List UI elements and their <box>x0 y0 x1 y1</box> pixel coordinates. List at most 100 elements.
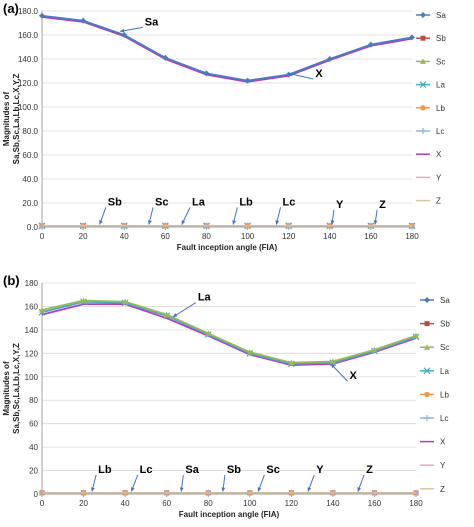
annotation-label: Z <box>366 464 373 476</box>
data-point-sc <box>163 311 170 318</box>
x-tick-labels: 0 20 40 60 80 100 120 140 160 180 <box>40 227 419 241</box>
annotation-label: La <box>198 292 212 304</box>
x-tick-labels: 0 20 40 60 80 100 120 140 160 180 <box>40 494 423 508</box>
annotation-label: X <box>350 370 358 382</box>
legend-label-la: La <box>436 81 445 90</box>
legend-marker-sa <box>424 297 430 303</box>
x-tick-label: 40 <box>121 499 130 508</box>
legend-label-lc: Lc <box>436 127 444 136</box>
legend: Sa Sb Sc La Lb Lc X Y Z <box>416 11 446 206</box>
data-point-sc <box>39 306 45 313</box>
series-sc <box>39 297 419 366</box>
y-tick-label: 120 <box>25 349 39 358</box>
legend-label-z: Z <box>440 485 445 494</box>
data-point-sa <box>409 34 415 41</box>
y-tick-label: 140.0 <box>18 55 39 64</box>
data-point-sc <box>246 349 253 355</box>
legend-label-sc: Sc <box>436 57 445 66</box>
annotation-label: Lb <box>239 196 253 208</box>
annotation-arrowhead <box>179 487 184 492</box>
chart-panel-a: (a) 0.0 20.0 40.0 60.0 80.0 100.0 120.0 140.0 160… <box>2 1 446 252</box>
x-tick-label: 100 <box>243 499 257 508</box>
series-la <box>38 298 420 368</box>
y-tick-label: 100.0 <box>18 103 39 112</box>
data-point-sa <box>326 56 333 62</box>
x-tick-label: 60 <box>161 232 170 241</box>
annotation-arrowhead <box>147 220 152 225</box>
legend-label-sa: Sa <box>436 11 446 20</box>
annotations: Sa X Sb Sc La Lb Lc Y Z <box>99 16 386 225</box>
data-point-sa <box>367 41 374 48</box>
annotation-label: Lc <box>140 464 153 476</box>
x-axis-label: Fault inception angle (FIA) <box>179 510 280 519</box>
annotation-arrowhead <box>307 487 312 492</box>
data-point-sa <box>244 77 251 84</box>
y-tick-label: 60.0 <box>22 151 38 160</box>
series-line-sa <box>41 14 413 82</box>
series-line-sc <box>41 299 417 364</box>
y-tick-label: 140 <box>25 326 39 335</box>
annotation-arrowhead <box>288 72 294 77</box>
series-x <box>41 303 417 366</box>
annotation-arrowhead <box>330 220 335 225</box>
annotation-arrowhead <box>275 220 280 225</box>
annotation-arrowhead <box>130 487 135 492</box>
chart-panel-b: (b) 0 20 40 60 80 100 120 140 160 180 0 20 40 60 80 100 1… <box>2 273 450 519</box>
x-tick-label: 20 <box>79 232 88 241</box>
annotation-arrowhead <box>120 28 125 33</box>
legend-marker-sc <box>420 58 426 64</box>
data-point-sc <box>413 332 419 339</box>
annotation-label: Sb <box>108 196 122 208</box>
legend-marker-sa <box>420 12 426 18</box>
annotation-label: Y <box>316 464 324 476</box>
data-point-sc <box>80 297 87 304</box>
annotation-label: Y <box>336 199 344 211</box>
y-tick-label: 80 <box>29 396 38 405</box>
data-point-sc <box>288 359 295 366</box>
annotation-arrowhead <box>221 487 226 492</box>
data-point-sa <box>39 12 45 19</box>
annotation-arrowhead <box>373 220 378 225</box>
series-line-x <box>41 303 417 366</box>
legend-label-la: La <box>440 367 449 376</box>
x-tick-label: 180 <box>405 232 419 241</box>
x-tick-label: 40 <box>120 232 129 241</box>
data-point-sa <box>162 54 169 61</box>
y-tick-labels: 0.0 20.0 40.0 60.0 80.0 100.0 120.0 140.0 160.0 1… <box>18 7 39 232</box>
y-tick-label: 40.0 <box>22 175 38 184</box>
annotation-arrowhead <box>90 487 95 492</box>
y-tick-label: 120.0 <box>18 79 39 88</box>
y-tick-label: 0.0 <box>27 223 39 232</box>
y-tick-label: 0 <box>34 490 39 499</box>
annotation-arrowhead <box>232 220 237 225</box>
y-tick-label: 80.0 <box>22 127 38 136</box>
series-group <box>38 12 416 230</box>
y-tick-label: 180.0 <box>18 7 39 16</box>
annotation-arrow <box>288 72 314 80</box>
legend-marker-sb <box>420 35 426 41</box>
y-tick-label: 100 <box>25 373 39 382</box>
legend-marker-lc <box>424 415 430 421</box>
y-tick-label: 160 <box>25 302 39 311</box>
y-tick-label: 60 <box>29 420 38 429</box>
y-axis-label: Magnitudes of <box>2 361 11 416</box>
legend-label-sb: Sb <box>440 320 450 329</box>
gridlines <box>42 10 412 228</box>
panel-label: (a) <box>3 1 19 16</box>
legend-label-y: Y <box>440 461 446 470</box>
annotation-arrow <box>172 302 197 318</box>
data-point-sa <box>121 32 128 38</box>
x-tick-label: 20 <box>79 499 88 508</box>
annotation-label: Sa <box>145 16 159 28</box>
annotation-arrowhead <box>357 487 362 492</box>
annotation-label: Lc <box>283 196 296 208</box>
y-axis-label: Sa,Sb,Sc,La,Lb,Lc,X,Y,Z <box>12 74 21 165</box>
annotation-label: Sb <box>227 464 241 476</box>
x-tick-label: 0 <box>40 232 45 241</box>
data-point-sc <box>371 346 378 353</box>
legend: Sa Sb Sc La Lb Lc X Y Z <box>420 296 450 494</box>
annotation-arrowhead <box>172 313 178 317</box>
x-tick-label: 160 <box>368 499 382 508</box>
x-tick-label: 160 <box>364 232 378 241</box>
